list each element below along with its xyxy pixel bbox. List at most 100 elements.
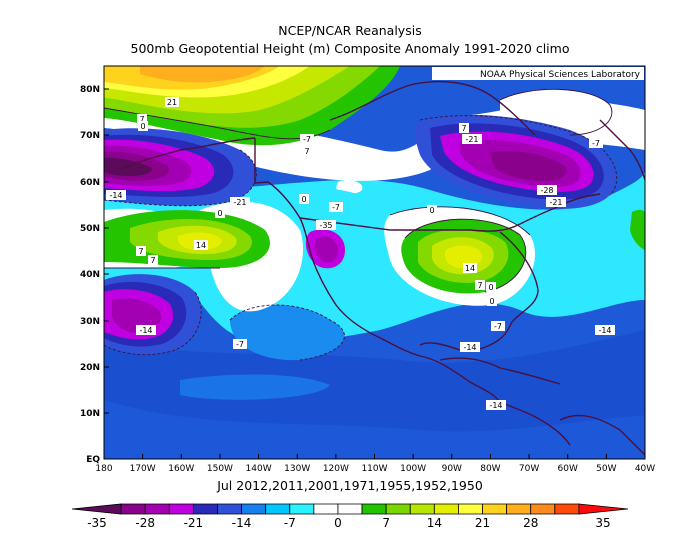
contour-label-bg [148,255,158,265]
contour-label-bg [136,246,146,256]
contour-label: 0 [487,296,497,306]
colorbar-cell [409,503,435,515]
contour-label-bg [215,208,225,218]
contour-label-bg [136,325,156,335]
contour-line-east-us [404,218,527,293]
yellow-core-east-us [444,245,483,268]
contour-label-text: 0 [217,209,222,218]
contour-label-bg [137,114,147,124]
colorbar-cell [144,503,170,515]
lat-label: 40N [80,270,100,280]
latitude-axis: 80N 70N 60N 50N 40N 30N 20N 10N EQ [80,85,109,465]
contour-label-text: -7 [592,139,600,148]
contour-label: 0 [299,194,309,204]
contour-label-bg [487,296,497,306]
contour-label-text: 7 [477,281,482,290]
coastline-greenland [599,119,645,181]
light-blue-patch-south [180,374,330,400]
contour-label-text: 14 [196,241,206,250]
contour-label-text: 7 [461,124,466,133]
contour-label-bg [460,342,480,352]
colorbar-label: -35 [87,516,107,530]
coastline-atlantic [419,231,539,352]
contour-label: -21 [230,197,250,207]
colorbar-cell [361,503,387,515]
contour-line-canada [419,115,618,196]
contour-label: 7 [459,123,469,133]
contour-label-bg [595,325,615,335]
contour-label-bg [300,134,314,144]
cyan-patch-bc [300,187,370,210]
contour-line-oregon [229,304,345,361]
colorbar-cell [71,503,122,515]
colorbar-cell [168,503,194,515]
lat-label: 10N [80,409,100,419]
contour-labels: 2170-770-14-210-7-35071470-7-14071470-28… [106,97,615,410]
contour-label-text: -14 [139,326,152,335]
lat-label: 20N [80,363,100,373]
contour-label: 0 [427,205,437,215]
colorbar-cell [192,503,218,515]
longitude-axis: 180 170W 160W 150W 140W 130W 120W 110W 100W 90W 80… [95,454,655,474]
contour-label-bg [427,205,437,215]
contour-label: -7 [300,134,314,144]
contour-label-text: -7 [236,340,244,349]
contour-label-text: -14 [489,401,502,410]
lat-label: EQ [86,455,100,465]
contour-label-bg [459,123,469,133]
contour-label-text: 0 [140,122,145,131]
contour-label-bg [302,146,312,156]
title-line-2: 500mb Geopotential Height (m) Composite … [130,41,570,56]
contour-label-bg [546,197,566,207]
lat-label: 80N [80,85,100,95]
contour-label: -14 [136,325,156,335]
contour-label: -14 [486,400,506,410]
contour-label: 7 [475,280,485,290]
contour-label-text: -7 [494,322,502,331]
contour-label-bg [486,400,506,410]
contour-label-text: 21 [167,98,177,107]
contour-label-bg [316,220,336,230]
lon-label: 160W [168,464,194,474]
coastline-pacific [254,138,571,446]
lon-label: 70W [519,464,539,474]
purple-low-subtropical [112,298,162,334]
colorbar-cell [337,503,363,515]
contour-label: 21 [165,97,179,107]
colorbar-label: 7 [382,516,390,530]
contour-label-bg [486,282,496,292]
coastlines [119,80,645,456]
deep-purple-core-canada [490,150,567,182]
contour-label: 7 [136,246,146,256]
orange-anomaly-arctic [140,66,265,83]
credit-text: NOAA Physical Sciences Laboratory [480,70,641,80]
colorbar-cell [313,503,339,515]
colorbar-cell [120,503,146,515]
contour-label-bg [475,280,485,290]
map-caption: Jul 2012,2011,2001,1971,1955,1952,1950 [217,478,483,493]
lon-label: 170W [130,464,156,474]
colorbar-cell [433,503,459,515]
border-us-canada [299,193,601,232]
colorbar-label: 0 [334,516,342,530]
contour-label: 7 [137,114,147,124]
colorbar-cell [554,503,580,515]
contour-label-bg [462,134,482,144]
colorbar-cell [482,503,508,515]
contour-line-baffin [499,88,613,136]
coastline-alaska [119,137,256,171]
white-blob-yukon [336,180,363,194]
contour-label: -14 [595,325,615,335]
contour-label-text: -7 [303,135,311,144]
equatorial-band [104,400,645,459]
coastline-arctic [329,80,536,136]
colorbar-label: 21 [475,516,490,530]
contour-label-bg [233,339,247,349]
contour-label: 14 [194,240,208,250]
contour-label-text: -7 [332,203,340,212]
contour-label: -28 [537,185,557,195]
coastline-caribbean [439,357,561,385]
purple-low-california [314,236,338,263]
contour-label-text: -14 [598,326,611,335]
